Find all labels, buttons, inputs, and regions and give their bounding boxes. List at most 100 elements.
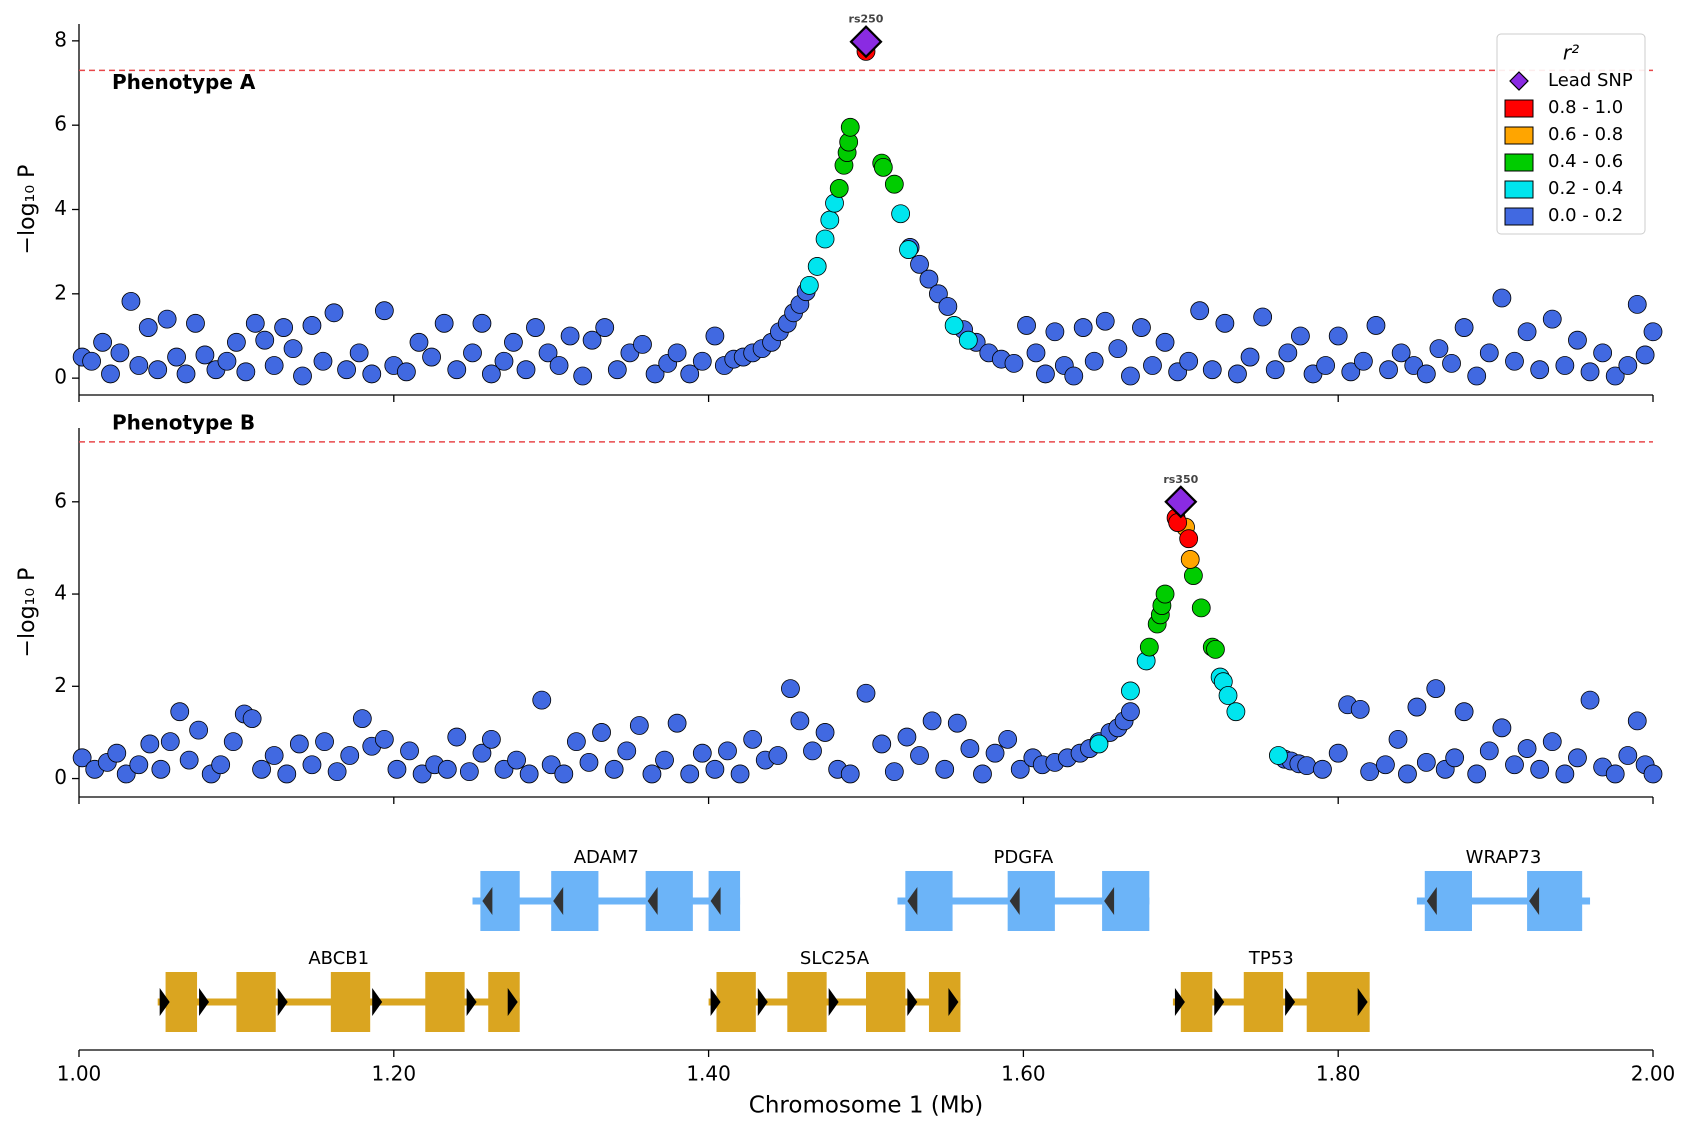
strand-arrow (482, 887, 493, 915)
strand-arrow (710, 887, 721, 915)
snp-point (1095, 311, 1115, 331)
snp-point (327, 762, 347, 782)
snp-point (340, 746, 360, 765)
snp-point (1580, 362, 1600, 382)
snp-point (607, 360, 627, 380)
snp-point (1010, 759, 1030, 779)
snp-point (960, 739, 980, 758)
snp-point (938, 297, 958, 316)
legend-label: 0.6 - 0.8 (1548, 124, 1623, 145)
legend-label: 0.2 - 0.4 (1548, 178, 1623, 199)
strand-arrow (277, 988, 288, 1016)
legend-swatch (1504, 153, 1534, 172)
strand-arrow (828, 988, 839, 1016)
snp-point (1121, 702, 1140, 722)
snp-point (1627, 294, 1647, 314)
snp-point (1517, 739, 1537, 758)
snp-point (929, 284, 948, 304)
snp-point (1467, 366, 1487, 386)
snp-point (447, 360, 467, 380)
y-tick-label: 2 (54, 280, 67, 304)
x-axis-label: Chromosome 1 (Mb) (749, 1093, 983, 1119)
snp-point (1442, 353, 1461, 373)
lead-snp-label: rs250 (849, 13, 884, 26)
exon (425, 972, 465, 1032)
x-tick-label: 1.00 (57, 1062, 102, 1086)
snp-point (387, 759, 407, 779)
y-axis-label: −log₁₀ P (15, 568, 40, 658)
snp-point (121, 292, 141, 311)
strand-arrow (757, 988, 768, 1016)
snp-point (1555, 764, 1575, 784)
snp-point (985, 743, 1005, 763)
snp-point (1121, 366, 1140, 386)
snp-point (1605, 764, 1625, 784)
snp-point (217, 351, 237, 371)
snp-point (1445, 748, 1465, 768)
snp-point (884, 174, 904, 194)
strand-arrow (553, 887, 564, 915)
snp-point (1036, 364, 1055, 384)
snp-point (655, 750, 674, 770)
snp-point (1183, 566, 1203, 585)
snp-point (245, 313, 265, 333)
snp-point (803, 741, 822, 761)
snp-point (507, 750, 526, 770)
snp-point (264, 746, 284, 765)
snp-point (1328, 743, 1348, 763)
strand-arrow (1009, 887, 1020, 915)
snp-point (692, 743, 712, 763)
snp-point (829, 179, 849, 198)
snp-point (815, 229, 835, 249)
gene-label: WRAP73 (1466, 847, 1542, 868)
lead-snp (849, 25, 883, 59)
snp-point (1316, 356, 1336, 375)
snp-point (151, 759, 171, 779)
snp-point (595, 318, 615, 337)
snp-point (680, 364, 700, 384)
snp-point (1505, 755, 1524, 775)
snp-point (998, 729, 1018, 749)
snp-point (840, 117, 860, 137)
snp-point (1278, 343, 1298, 363)
snp-point (72, 748, 92, 768)
snp-point (1568, 748, 1587, 768)
snp-point (645, 364, 665, 384)
snp-point (519, 764, 539, 784)
snp-point (422, 347, 441, 367)
snp-point (82, 351, 101, 371)
snp-point (1265, 360, 1285, 380)
y-tick-label: 4 (54, 581, 67, 605)
snp-point (1542, 732, 1562, 752)
snp-point (1155, 584, 1175, 604)
snp-point (899, 240, 918, 259)
snp-point (1398, 764, 1417, 784)
snp-point (138, 318, 158, 337)
snp-point (680, 764, 700, 784)
snp-point (1089, 734, 1109, 754)
snp-point (1530, 360, 1550, 380)
snp-point (1004, 353, 1024, 373)
snp-point (1297, 756, 1317, 776)
snp-point (1180, 550, 1200, 569)
snp-point (110, 343, 130, 363)
snp-point (1108, 339, 1128, 359)
gene-label: SLC25A (800, 948, 870, 969)
snp-point (573, 366, 593, 386)
snp-point (437, 759, 457, 779)
legend-swatch (1504, 207, 1534, 226)
snp-point (897, 727, 917, 747)
snp-point (1268, 746, 1288, 765)
snp-point (472, 313, 492, 333)
snp-point (820, 210, 840, 230)
snp-point (434, 313, 454, 333)
exon (866, 972, 906, 1032)
strand-arrow (1357, 988, 1368, 1016)
snp-point (554, 764, 574, 784)
snp-point (1643, 764, 1663, 784)
snp-point (1168, 513, 1188, 532)
snp-point (1454, 318, 1474, 337)
snp-point (856, 683, 876, 703)
snp-point (1542, 309, 1562, 329)
snp-point (1391, 343, 1411, 363)
